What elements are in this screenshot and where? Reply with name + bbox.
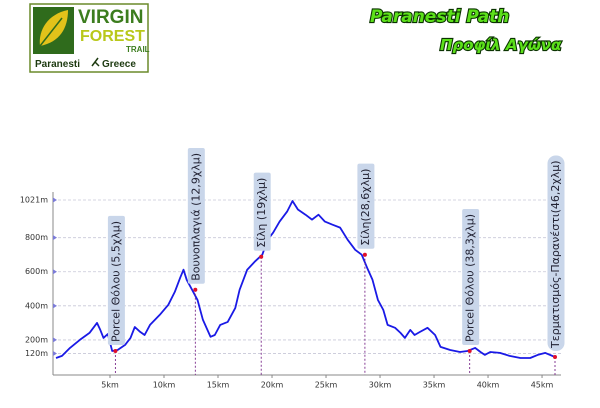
y-tick-label: 400m [25,301,48,310]
y-tick-mark [53,303,57,309]
checkpoint-text: Τερματισμός-Παρανέστι(46,2χλμ) [549,160,562,348]
logo-leaf-vein [39,17,63,47]
checkpoint-label: Porcel Θόλου (38,3χλμ) [462,208,480,345]
checkpoint-label: Porcel Θόλου (5,5χλμ) [107,215,125,345]
logo-word: FOREST [80,28,145,45]
y-tick-mark [53,235,57,241]
checkpoint-text: Βουνοπλαγιά (12,9χλμ) [189,153,202,281]
x-tick-label: 20km [261,381,284,390]
checkpoint-box [547,155,565,351]
x-tick-label: 35km [423,381,446,390]
x-tick-label: 15km [207,381,230,390]
chart-subtitle: Προφίλ Αγώνα [440,36,562,54]
checkpoint-text: Σίλη (19χλμ) [255,178,268,248]
logo: VIRGIN FOREST TRAIL Paranesti Greece [29,3,150,73]
elevation-line [55,200,556,359]
checkpoint-marker [113,348,118,353]
logo-runner [91,57,100,67]
x-tick-label: 10km [153,381,176,390]
x-tick-label: 5km [101,381,119,390]
checkpoint-marker [362,252,367,257]
checkpoint-label: Σίλη (19χλμ) [253,172,271,251]
checkpoint-label: Τερματισμός-Παρανέστι(46,2χλμ) [547,155,565,351]
y-tick-label: 600m [25,267,48,276]
y-tick-mark [53,269,57,275]
y-tick-label: 120m [25,349,48,358]
checkpoint-marker [193,287,198,292]
chart-title: Paranesti Path [370,7,509,27]
y-tick-label: 800m [25,233,48,242]
x-tick-label: 25km [315,381,338,390]
checkpoint-box [187,147,205,284]
logo-word: TRAIL [126,45,150,54]
checkpoint-box [107,215,125,345]
logo-place: Paranesti [35,59,80,70]
plot: 120m 200m 400m 600m 800m 1021m 5km 10km 15km 20km… [20,147,565,390]
y-tick-label: 200m [25,335,48,344]
checkpoint-text: Porcel Θόλου (38,3χλμ) [464,214,477,342]
x-tick-label: 45km [531,381,554,390]
x-tick-label: 30km [369,381,392,390]
checkpoint-text: Porcel Θόλου (5,5χλμ) [109,221,122,342]
y-tick-label: 1021m [20,196,48,205]
y-tick-mark [53,197,57,203]
checkpoint-marker [259,254,264,259]
checkpoint-box [357,163,375,249]
logo-word: VIRGIN [78,7,143,28]
logo-country: Greece [102,59,136,70]
checkpoint-label: Σίλη(28,6χλμ) [357,163,375,249]
checkpoint-marker [467,348,472,353]
x-tick-label: 40km [477,381,500,390]
checkpoint-box [253,172,271,251]
checkpoint-box [462,208,480,345]
checkpoint-label: Βουνοπλαγιά (12,9χλμ) [187,147,205,284]
y-tick-mark [53,351,57,357]
y-tick-mark [53,337,57,343]
checkpoint-text: Σίλη(28,6χλμ) [359,169,372,246]
checkpoint-marker [553,354,557,359]
